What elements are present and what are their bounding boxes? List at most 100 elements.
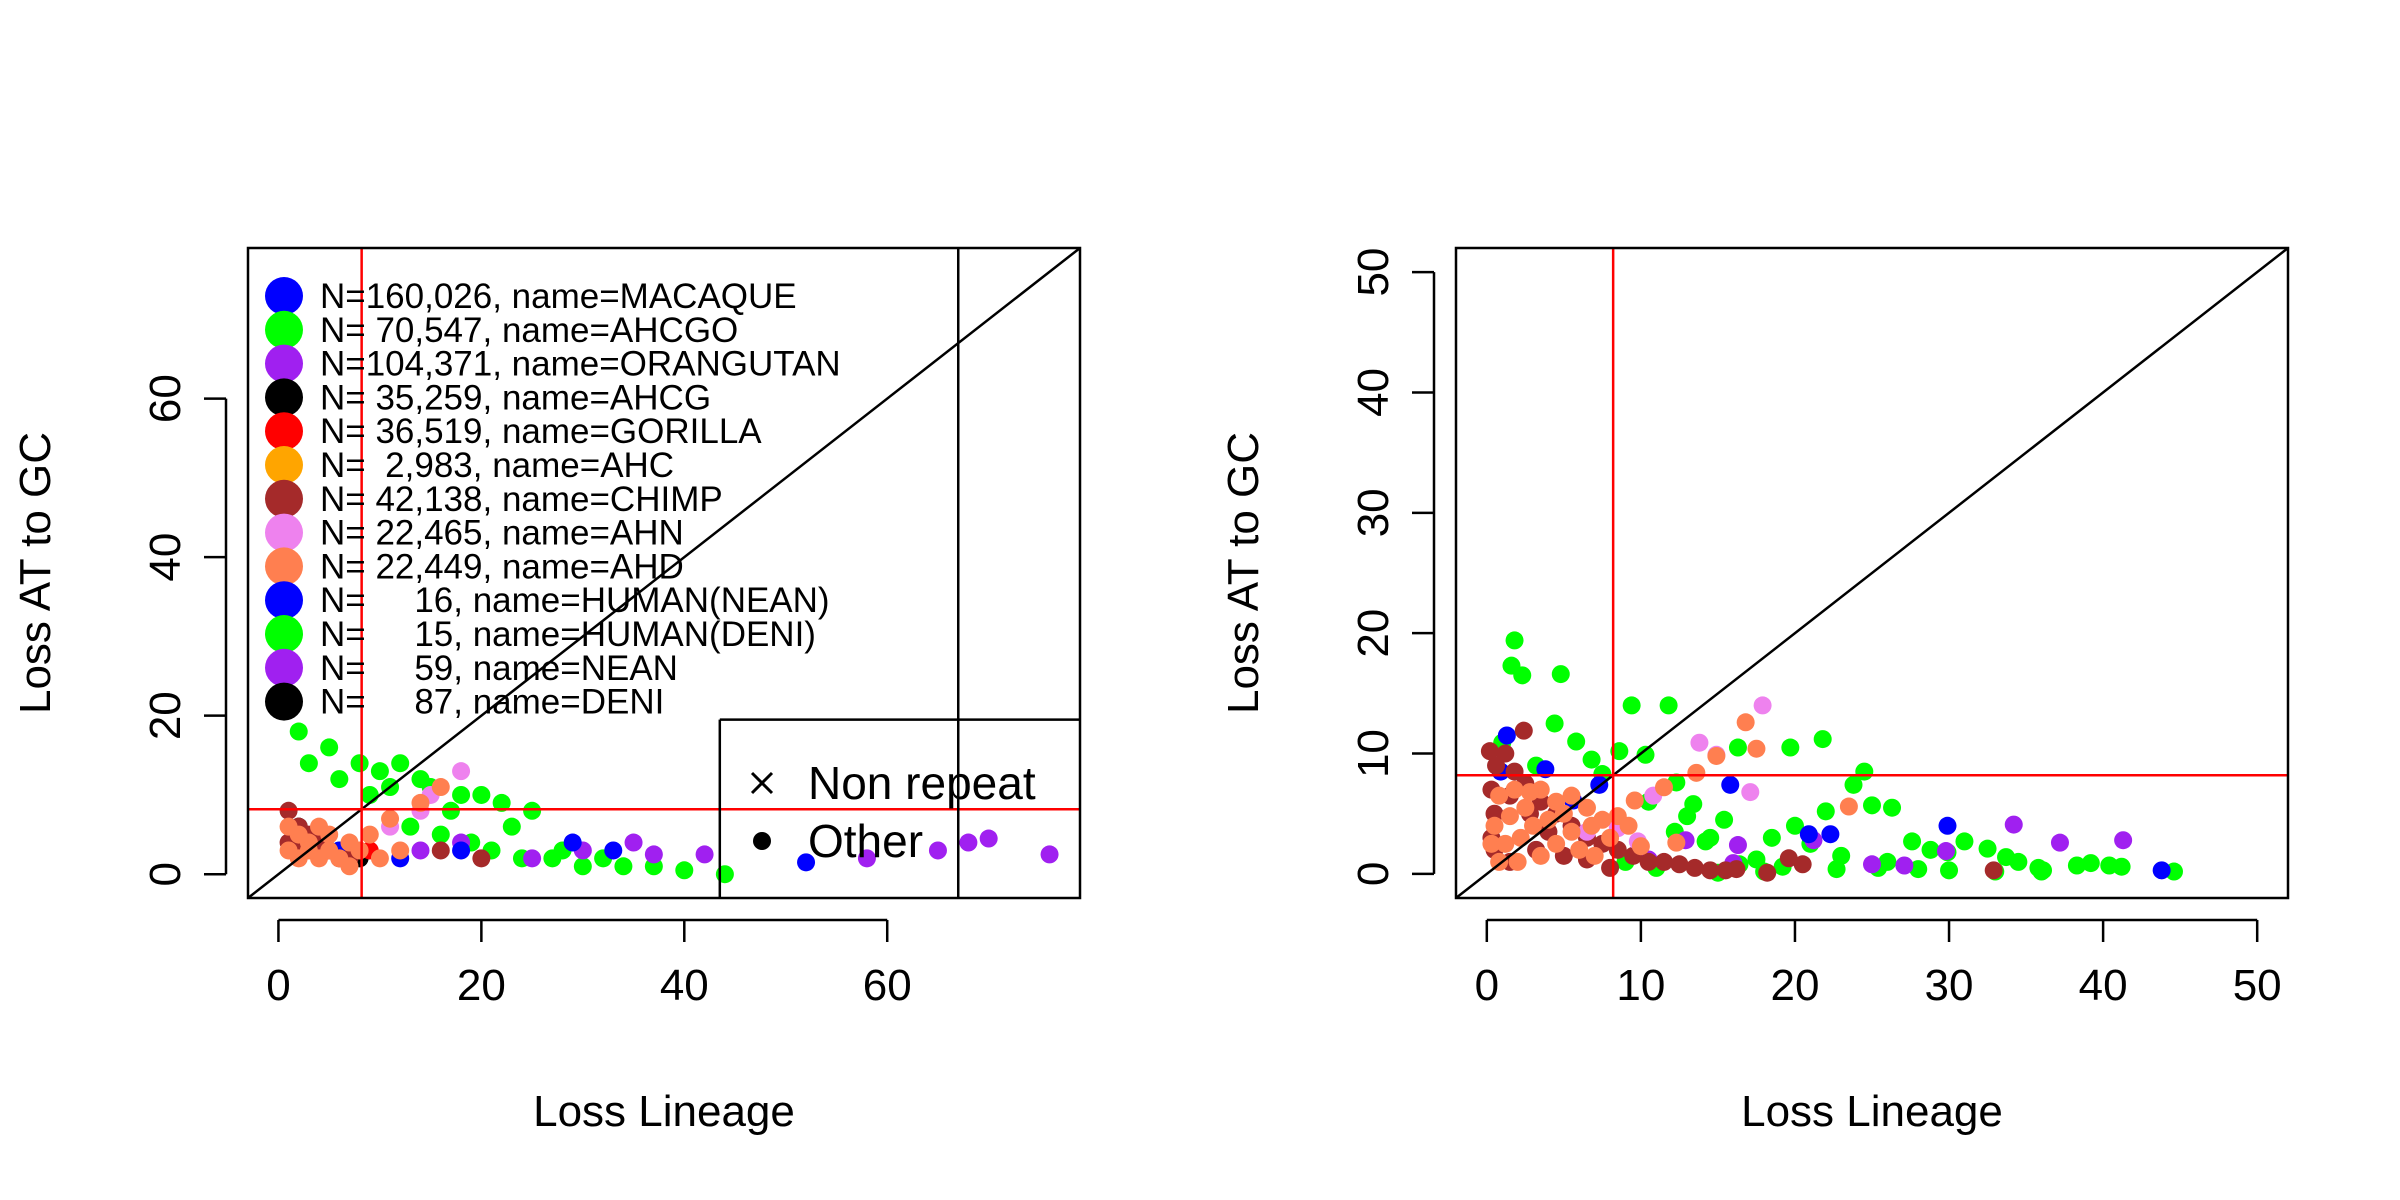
data-point bbox=[431, 841, 450, 860]
data-point bbox=[523, 801, 542, 820]
data-point bbox=[2067, 856, 2086, 875]
data-point bbox=[1863, 796, 1881, 815]
data-point bbox=[381, 809, 400, 828]
data-point bbox=[1844, 775, 1863, 794]
data-point bbox=[370, 762, 389, 781]
data-point bbox=[360, 825, 379, 844]
data-point bbox=[1040, 845, 1059, 864]
legend-label: N= 70,547, name=AHCGO bbox=[320, 311, 738, 350]
data-point bbox=[340, 857, 359, 876]
legend-swatch bbox=[265, 648, 303, 687]
data-point bbox=[279, 801, 298, 820]
data-point bbox=[1895, 856, 1914, 875]
data-point bbox=[1562, 822, 1581, 841]
diagonal-line bbox=[248, 248, 1080, 898]
data-point bbox=[1545, 714, 1564, 733]
x-tick-label: 0 bbox=[266, 961, 290, 1010]
plot-area bbox=[248, 248, 1080, 898]
legend-label: N= 36,519, name=GORILLA bbox=[320, 412, 762, 451]
y-axis-label: Loss AT to GC bbox=[1219, 432, 1268, 714]
data-point bbox=[1639, 852, 1658, 871]
x-tick-label: 20 bbox=[1770, 961, 1819, 1010]
data-point bbox=[1793, 855, 1812, 874]
data-point bbox=[1514, 721, 1533, 740]
data-point bbox=[391, 754, 410, 773]
data-point bbox=[1520, 783, 1539, 802]
data-point bbox=[563, 833, 582, 852]
data-point bbox=[1821, 825, 1840, 844]
data-point bbox=[1707, 746, 1726, 765]
data-point bbox=[1582, 750, 1601, 769]
legend-swatch bbox=[265, 615, 303, 653]
data-point bbox=[1921, 840, 1940, 859]
data-point bbox=[1585, 846, 1604, 865]
data-point bbox=[1687, 763, 1706, 782]
data-point bbox=[1878, 852, 1897, 871]
plot-frame bbox=[1454, 246, 2290, 900]
data-point bbox=[1655, 778, 1673, 797]
legend-swatch bbox=[265, 310, 303, 349]
data-point bbox=[797, 853, 816, 872]
y-tick-label: 20 bbox=[141, 691, 190, 740]
data-point bbox=[1567, 732, 1586, 751]
data-point bbox=[1727, 860, 1746, 879]
data-point bbox=[350, 841, 369, 860]
data-point bbox=[1762, 828, 1781, 847]
legend-label: N= 16, name=HUMAN(NEAN) bbox=[320, 581, 830, 620]
data-point bbox=[1813, 730, 1832, 749]
data-point bbox=[472, 785, 491, 804]
legend-swatch bbox=[265, 344, 303, 383]
data-point bbox=[2004, 815, 2023, 834]
data-point bbox=[1715, 810, 1734, 829]
data-point bbox=[1516, 798, 1535, 817]
marker-x-stroke bbox=[750, 771, 774, 795]
data-point bbox=[1487, 756, 1506, 775]
data-point bbox=[401, 817, 420, 836]
data-point bbox=[1741, 783, 1760, 802]
diagonal-line bbox=[1456, 248, 2288, 898]
legend-swatch bbox=[265, 513, 303, 552]
data-point bbox=[1500, 807, 1519, 826]
x-axis-label: Loss Lineage bbox=[533, 1087, 795, 1136]
data-point bbox=[695, 845, 714, 864]
data-point bbox=[1513, 666, 1532, 685]
data-point bbox=[1531, 846, 1550, 865]
data-point bbox=[573, 857, 592, 876]
data-point bbox=[1785, 816, 1804, 835]
right-scatter-panel: 0 10 20 30 40 50 Loss Lineage 0 10 20 30 40 50 Loss A… bbox=[1219, 246, 2290, 1136]
y-tick-label: 0 bbox=[1349, 862, 1398, 886]
data-point bbox=[452, 841, 471, 860]
x-tick-label: 0 bbox=[1475, 961, 1499, 1010]
data-point bbox=[1938, 816, 1957, 835]
data-point bbox=[330, 770, 349, 789]
data-point bbox=[472, 849, 491, 868]
left-scatter-panel: 0 20 40 60 Loss Lineage 0 20 40 60 Loss AT to GC N… bbox=[11, 246, 1082, 1136]
data-point bbox=[1539, 810, 1558, 829]
legend-swatch bbox=[265, 547, 303, 586]
data-point bbox=[1701, 828, 1720, 847]
data-point bbox=[431, 778, 450, 797]
legend-label: N= 22,465, name=AHN bbox=[320, 514, 684, 553]
data-point bbox=[1684, 795, 1703, 814]
data-point bbox=[1490, 786, 1509, 805]
data-point bbox=[441, 801, 460, 820]
x-tick-label: 20 bbox=[457, 961, 506, 1010]
data-point bbox=[1562, 786, 1581, 805]
data-point bbox=[1701, 861, 1720, 880]
data-point bbox=[1505, 780, 1524, 799]
data-point bbox=[391, 841, 410, 860]
data-point bbox=[2114, 831, 2133, 850]
data-point bbox=[959, 833, 978, 852]
data-point bbox=[523, 849, 542, 868]
data-point bbox=[1690, 733, 1709, 752]
data-point bbox=[1505, 631, 1524, 650]
data-point bbox=[320, 738, 339, 757]
legend-label: N= 59, name=NEAN bbox=[320, 649, 678, 688]
data-point bbox=[360, 785, 379, 804]
data-point bbox=[1625, 791, 1644, 810]
data-point bbox=[1779, 849, 1798, 868]
data-point bbox=[289, 722, 308, 741]
data-point bbox=[1883, 798, 1902, 817]
legend-label: N= 42,138, name=CHIMP bbox=[320, 480, 723, 519]
legend-label: N=160,026, name=MACAQUE bbox=[320, 277, 797, 316]
